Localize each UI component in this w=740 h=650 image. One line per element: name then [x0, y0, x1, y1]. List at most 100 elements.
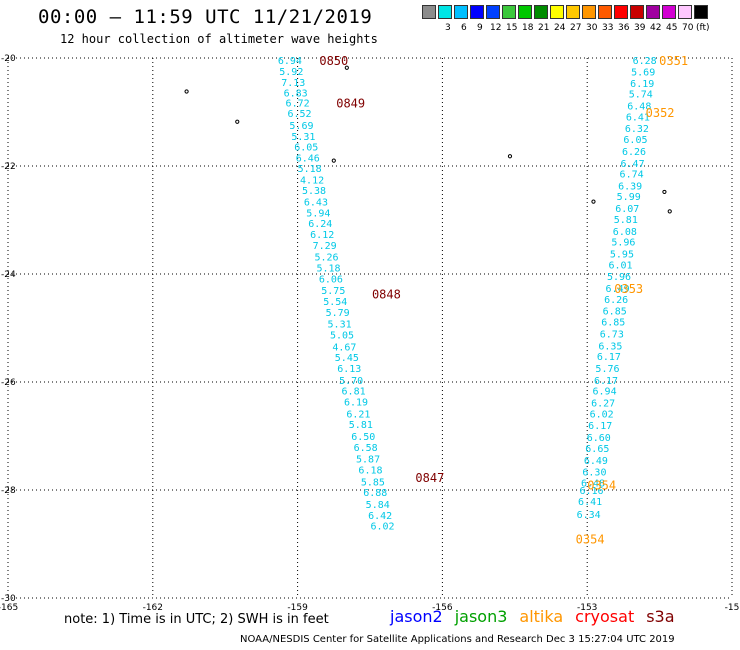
wave-height-value: 6.50	[351, 432, 375, 443]
wave-height-value: 6.26	[604, 295, 628, 306]
wave-height-value: 7.29	[313, 241, 337, 252]
wave-height-value: 6.17	[597, 352, 621, 363]
color-swatch	[646, 5, 660, 19]
x-tick-label: -153	[577, 603, 597, 613]
color-scale-label: 24	[554, 23, 566, 33]
color-scale-label: 6	[461, 23, 467, 33]
wave-height-value: 6.35	[598, 341, 622, 352]
color-swatch	[582, 5, 596, 19]
satellite-legend-item: s3a	[646, 607, 675, 626]
footer-credit: NOAA/NESDIS Center for Satellite Applica…	[240, 634, 675, 645]
wave-height-value: 6.16	[579, 486, 603, 497]
wave-height-value: 6.81	[342, 387, 366, 398]
color-scale-label: 42	[650, 23, 662, 33]
wave-height-value: 5.87	[356, 455, 380, 466]
color-swatch	[534, 5, 548, 19]
satellite-legend-item: jason2	[390, 607, 443, 626]
wave-height-value: 5.18	[316, 264, 340, 275]
wave-height-value: 6.17	[594, 376, 618, 387]
wave-height-value: 5.31	[291, 132, 315, 143]
color-scale-label: 15	[506, 23, 518, 33]
wave-height-value: 6.60	[587, 433, 611, 444]
wave-height-value: 6.85	[601, 318, 625, 329]
satellite-legend-item: altika	[519, 607, 564, 626]
wave-height-value: 5.18	[298, 164, 322, 175]
color-swatch	[438, 5, 452, 19]
color-swatch	[502, 5, 516, 19]
wave-height-value: 5.70	[339, 376, 363, 387]
wave-height-value: 6.32	[625, 124, 649, 135]
wave-height-value: 6.48	[581, 478, 605, 489]
color-swatch	[694, 5, 708, 19]
page-title: 00:00 – 11:59 UTC 11/21/2019	[38, 6, 373, 28]
wave-height-value: 6.74	[620, 170, 644, 181]
pass-time-label: 0849	[336, 96, 365, 110]
pass-time-label: 0353	[614, 282, 643, 296]
wave-height-value: 5.76	[595, 364, 619, 375]
wave-height-value: 6.47	[621, 159, 645, 170]
wave-height-value: 6.12	[310, 230, 334, 241]
color-scale-label: 70	[682, 23, 694, 33]
y-tick-label: -30	[1, 594, 16, 604]
color-swatch	[598, 5, 612, 19]
color-scale-label: 27	[570, 23, 582, 33]
x-tick-label: -159	[287, 603, 308, 613]
island-marker	[662, 189, 667, 195]
satellite-legend: jason2 jason3 altika cryosat s3a	[390, 607, 687, 626]
page-subtitle: 12 hour collection of altimeter wave hei…	[60, 32, 378, 46]
y-tick-label: -28	[1, 486, 16, 496]
wave-height-value: 6.13	[337, 364, 361, 375]
wave-height-value: 6.48	[627, 102, 651, 113]
island-marker	[331, 158, 336, 163]
wave-height-value: 5.79	[326, 308, 350, 319]
y-tick-label: -22	[1, 162, 16, 172]
wave-height-value: 6.41	[578, 497, 602, 508]
wave-height-value: 6.26	[622, 147, 646, 158]
x-tick-label: -156	[432, 603, 453, 613]
pass-time-label: 0354	[576, 533, 605, 547]
color-swatch	[662, 5, 676, 19]
wave-height-value: 6.94	[593, 387, 617, 398]
island-marker	[235, 119, 240, 124]
wave-height-value: 5.74	[629, 90, 653, 101]
island-marker	[667, 209, 672, 214]
wave-height-value: 5.38	[302, 186, 326, 197]
wave-height-value: 5.96	[611, 238, 635, 249]
satellite-legend-item: jason3	[454, 607, 508, 626]
wave-height-value: 6.46	[296, 153, 320, 164]
wave-height-value: 6.07	[615, 204, 639, 215]
pass-time-label: 0351	[659, 54, 688, 68]
color-scale-label: 9	[477, 23, 483, 33]
wave-height-value: 6.24	[308, 219, 332, 230]
y-tick-label: -20	[1, 54, 16, 64]
color-scale-unit: (ft)	[696, 23, 710, 33]
wave-height-value: 5.99	[617, 192, 641, 203]
color-scale-label: 36	[618, 23, 630, 33]
color-swatch	[678, 5, 692, 19]
wave-height-value: 5.96	[607, 272, 631, 283]
color-scale-label: 45	[666, 23, 678, 33]
wave-height-value: 5.84	[366, 500, 390, 511]
wave-height-value: 5.54	[323, 297, 347, 308]
color-swatch	[518, 5, 532, 19]
wave-height-value: 4.12	[300, 176, 324, 187]
wave-height-value: 6.08	[613, 227, 637, 238]
wave-height-value: 6.52	[287, 109, 311, 120]
satellite-legend-item: cryosat	[575, 607, 635, 626]
wave-height-value: 6.18	[358, 465, 382, 476]
wave-height-value: 6.19	[344, 397, 368, 408]
wave-height-value: 6.39	[618, 181, 642, 192]
wave-height-value: 6.72	[286, 98, 310, 109]
wave-height-value: 5.26	[315, 253, 339, 264]
wave-height-value: 6.05	[623, 135, 647, 146]
island-marker	[507, 154, 513, 159]
wave-height-value: 6.02	[371, 522, 395, 533]
wave-height-value: 6.17	[588, 421, 612, 432]
wave-height-value: 5.92	[279, 67, 303, 78]
color-scale-label: 12	[490, 23, 502, 33]
wave-height-value: 6.19	[630, 79, 654, 90]
color-swatch	[470, 5, 484, 19]
x-tick-label: -165	[0, 603, 18, 613]
wave-height-value: 5.75	[321, 286, 345, 297]
